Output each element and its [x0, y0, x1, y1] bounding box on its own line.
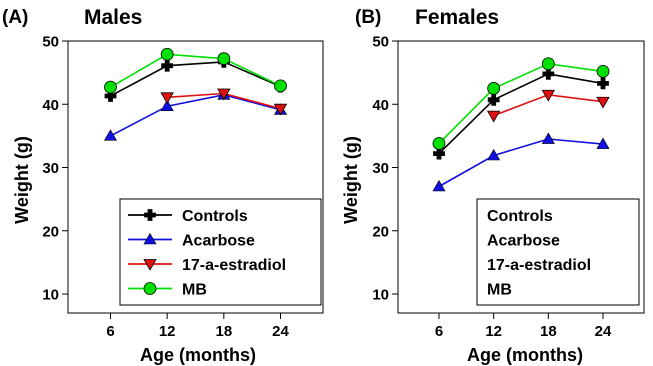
x-tick-label: 12: [485, 323, 502, 340]
x-tick-label: 6: [106, 323, 114, 340]
legend-label-controls: Controls: [487, 208, 553, 225]
y-axis-title: Weight (g): [341, 136, 361, 224]
series-line-acarbose: [438, 138, 604, 188]
legend-label-mb: MB: [182, 282, 207, 299]
legend-marker-acarbose: [143, 232, 157, 245]
data-point-17-a-estradiol: [486, 110, 501, 123]
y-tick-label: 10: [372, 287, 389, 304]
plot-frame: [67, 40, 324, 314]
data-point-17-a-estradiol: [273, 103, 288, 116]
x-tick-label: 18: [215, 323, 232, 340]
panel-label: (A): [2, 7, 28, 28]
data-point-mb: [432, 137, 446, 150]
data-point-mb: [487, 82, 501, 95]
data-point-acarbose: [160, 99, 174, 111]
y-tick-label: 30: [372, 160, 389, 177]
data-point-acarbose: [103, 129, 118, 141]
series-line-acarbose: [110, 93, 281, 137]
data-point-mb: [160, 47, 174, 61]
legend-label-acarbose: Acarbose: [487, 233, 560, 250]
data-point-17-a-estradiol: [217, 88, 231, 101]
y-tick-label: 20: [42, 223, 59, 240]
x-tick-label: 24: [595, 323, 612, 340]
data-point-17-a-estradiol: [596, 96, 610, 109]
panel-males: (A) Males 10 20 30 40 50 6 12 18 24 Age (months) Wei…: [2, 6, 324, 365]
data-point-17-a-estradiol: [160, 92, 174, 105]
legend-label-17-a-estradiol: 17-a-estradiol: [182, 257, 286, 274]
data-point-controls: [597, 77, 609, 90]
series-line-controls: [438, 73, 604, 155]
y-axis-title: Weight (g): [12, 136, 32, 224]
data-point-mb: [274, 79, 287, 93]
data-point-mb: [541, 57, 555, 71]
panel-label: (B): [355, 7, 381, 28]
legend-label-controls: Controls: [182, 208, 248, 225]
data-point-acarbose: [487, 148, 501, 161]
y-tick-label: 40: [372, 97, 389, 114]
y-tick-label: 30: [42, 160, 59, 177]
y-tick-label: 20: [372, 223, 389, 240]
legend-marker-controls: [144, 209, 156, 221]
panel-females: (B) Females 10 20 30 40 50 6 12 18 24 Age (months) W…: [341, 6, 645, 365]
series-line-controls: [110, 61, 281, 97]
x-tick-label: 24: [272, 323, 289, 340]
data-point-acarbose: [541, 132, 555, 144]
x-tick-label: 6: [435, 323, 443, 340]
legend-label-17-a-estradiol: 17-a-estradiol: [487, 257, 591, 274]
data-point-acarbose: [432, 179, 446, 192]
data-point-mb: [217, 52, 231, 66]
chart-title: Males: [84, 6, 142, 29]
data-point-controls: [161, 59, 174, 72]
legend-marker-mb: [143, 282, 157, 295]
chart-title: Females: [415, 6, 499, 29]
legend-label-acarbose: Acarbose: [182, 233, 255, 250]
y-tick-label: 40: [42, 97, 59, 114]
x-axis-title: Age (months): [467, 345, 583, 365]
data-point-mb: [596, 64, 610, 78]
data-point-17-a-estradiol: [541, 89, 556, 102]
legend-box: [476, 198, 640, 306]
x-tick-label: 18: [540, 323, 557, 340]
plot-frame: [397, 40, 645, 314]
series-line-mb: [110, 53, 281, 88]
y-tick-label: 50: [42, 34, 59, 51]
y-tick-label: 50: [372, 34, 389, 51]
series-line-mb: [438, 62, 604, 145]
x-axis-title: Age (months): [140, 345, 256, 365]
y-tick-label: 10: [42, 287, 59, 304]
data-point-acarbose: [596, 137, 610, 149]
legend-label-mb: MB: [487, 282, 512, 299]
data-point-mb: [104, 80, 117, 94]
x-tick-label: 12: [159, 323, 176, 340]
legend-marker-17-a-estradiol: [143, 259, 157, 271]
